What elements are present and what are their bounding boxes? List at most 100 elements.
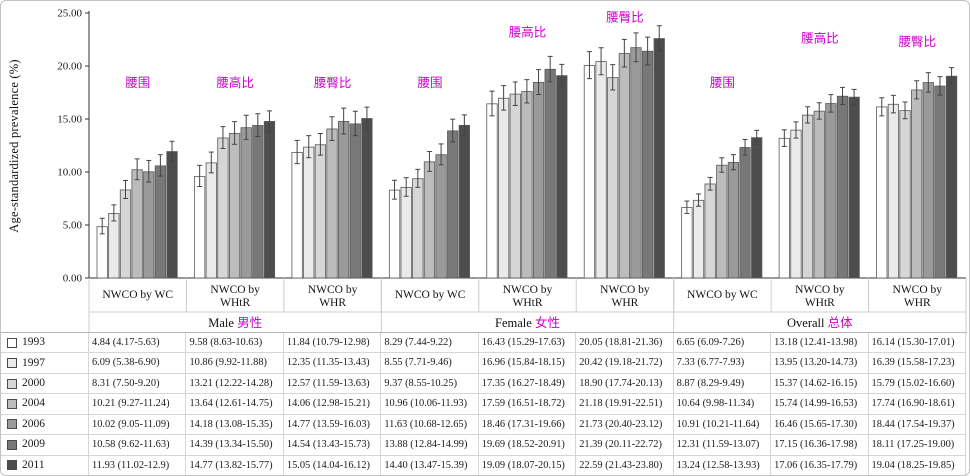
value-cell: 14.54 (13.43-15.73) <box>283 435 382 456</box>
section-label: Female 女性 <box>495 315 560 330</box>
group-annotation: 腰高比 <box>509 24 547 39</box>
value-cell: 18.46 (17.31-19.66) <box>478 414 577 436</box>
value-cell: 7.33 (6.77-7.93) <box>673 353 772 374</box>
value-cell: 6.09 (5.38-6.90) <box>89 353 187 374</box>
x-group-label: NWCO by <box>795 284 845 296</box>
value-cell: 14.18 (13.08-15.35) <box>186 414 284 436</box>
x-group-label: WHtR <box>220 297 250 309</box>
bar-2009 <box>934 85 946 279</box>
bar-1993 <box>876 106 888 279</box>
bar-1997 <box>692 199 705 279</box>
value-cell: 21.18 (19.91-22.51) <box>576 394 674 415</box>
bar-1993 <box>291 152 303 279</box>
legend-item-2000: 2000 <box>1 373 89 395</box>
bar-2006 <box>143 171 155 279</box>
bar-1997 <box>790 129 802 279</box>
group-annotation: 腰高比 <box>801 31 839 46</box>
bar-2009 <box>739 147 751 279</box>
bar-2011 <box>653 38 665 279</box>
value-cell: 14.77 (13.82-15.77) <box>186 455 284 475</box>
value-cell: 8.31 (7.50-9.20) <box>89 373 187 395</box>
value-cell: 16.39 (15.58-17.23) <box>868 353 966 374</box>
value-cell: 19.69 (18.52-20.91) <box>478 435 577 456</box>
value-cell: 17.15 (16.36-17.98) <box>771 435 869 456</box>
value-cell: 16.43 (15.29-17.63) <box>478 333 577 354</box>
bar-2000 <box>412 178 424 279</box>
section-label: Overall 总体 <box>787 316 853 330</box>
bar-1993 <box>388 189 401 279</box>
bar-2004 <box>618 53 630 279</box>
value-cell: 13.95 (13.20-14.73) <box>771 353 869 374</box>
value-cell: 17.06 (16.35-17.79) <box>771 455 869 475</box>
legend-item-2009: 2009 <box>1 435 89 456</box>
bar-2011 <box>166 151 178 279</box>
value-cell: 15.79 (15.02-16.60) <box>868 373 966 395</box>
value-cell: 8.29 (7.44-9.22) <box>381 333 479 354</box>
bar-2000 <box>314 144 326 279</box>
bar-2006 <box>630 47 642 279</box>
legend-swatch <box>7 398 17 409</box>
bar-2011 <box>458 124 470 279</box>
value-cell: 9.58 (8.63-10.63) <box>186 333 284 354</box>
y-axis-label: Age-standardized prevalence (%) <box>7 59 21 233</box>
group-annotation: 腰臀比 <box>314 76 352 90</box>
value-cell: 18.44 (17.54-19.37) <box>868 414 966 436</box>
value-cell: 16.14 (15.30-17.01) <box>868 333 966 354</box>
group-annotation: 腰臀比 <box>899 35 937 49</box>
value-cell: 13.18 (12.41-13.98) <box>771 333 869 354</box>
x-group-label: WHtR <box>805 297 835 309</box>
x-group-label: NWCO by <box>893 284 943 296</box>
bar-2000 <box>899 110 911 279</box>
bar-2011 <box>556 75 568 279</box>
x-group-label: NWCO by WC <box>687 289 758 301</box>
legend-swatch <box>7 419 17 430</box>
value-cell: 22.59 (21.43-23.80) <box>576 455 674 475</box>
value-cell: 12.31 (11.59-13.07) <box>673 435 772 456</box>
bar-2011 <box>945 75 958 279</box>
legend-year-label: 2004 <box>22 397 45 410</box>
value-cell: 17.35 (16.27-18.49) <box>478 373 577 395</box>
bar-1993 <box>778 137 790 279</box>
value-cell: 17.74 (16.90-18.61) <box>868 394 966 415</box>
bar-2011 <box>751 137 763 279</box>
value-cell: 17.59 (16.51-18.72) <box>478 394 577 415</box>
bar-2009 <box>154 165 166 279</box>
value-cell: 10.21 (9.27-11.24) <box>89 394 187 415</box>
value-cell: 13.64 (12.61-14.75) <box>186 394 284 415</box>
bar-2006 <box>727 161 740 279</box>
legend-year-label: 2000 <box>22 377 45 390</box>
bar-2006 <box>435 154 447 279</box>
y-tick-label: 10.00 <box>57 167 82 179</box>
group-annotation: 腰围 <box>418 76 443 90</box>
y-tick-label: 5.00 <box>63 220 83 232</box>
legend-year-label: 1993 <box>22 336 45 349</box>
bar-2011 <box>263 121 276 279</box>
bar-2004 <box>716 164 728 279</box>
bar-2009 <box>836 95 849 279</box>
bar-1997 <box>400 186 412 279</box>
value-cell: 14.77 (13.59-16.03) <box>283 414 382 436</box>
legend-year-label: 2006 <box>22 417 45 430</box>
x-group-label: NWCO by WC <box>395 289 466 301</box>
value-cell: 15.05 (14.04-16.12) <box>283 455 382 475</box>
x-group-label: WHR <box>319 297 346 309</box>
bar-2004 <box>911 89 923 279</box>
bar-2000 <box>704 183 716 279</box>
value-cell: 15.74 (14.99-16.53) <box>771 394 869 415</box>
legend-item-1997: 1997 <box>1 353 89 374</box>
group-annotation: 腰高比 <box>216 75 254 90</box>
value-cell: 14.40 (13.47-15.39) <box>381 455 479 475</box>
value-cell: 19.09 (18.07-20.15) <box>478 455 577 475</box>
bar-2000 <box>509 93 521 279</box>
legend-swatch <box>7 460 17 471</box>
bar-2006 <box>240 127 252 279</box>
value-cell: 11.84 (10.79-12.98) <box>283 333 382 354</box>
value-cell: 13.21 (12.22-14.28) <box>186 373 284 395</box>
value-cell: 13.88 (12.84-14.99) <box>381 435 479 456</box>
bar-1993 <box>194 176 206 279</box>
value-cell: 6.65 (6.09-7.26) <box>673 333 772 354</box>
group-annotation: 腰臀比 <box>606 11 644 25</box>
legend-year-label: 1997 <box>22 356 45 369</box>
y-tick-label: 20.00 <box>57 61 82 73</box>
